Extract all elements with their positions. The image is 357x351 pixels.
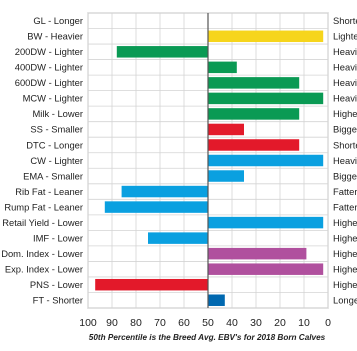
bar [208,139,300,151]
right-category-label: Heavier [333,155,357,166]
left-category-label: Rump Fat - Leaner [4,201,83,212]
left-category-label: Retail Yield - Lower [2,217,83,228]
footnote: 50th Percentile is the Breed Avg. EBV's … [89,333,326,342]
bar [208,61,237,74]
x-tick-labels: 100 90 80 70 60 50 40 30 20 10 0 [79,317,331,329]
bar [208,77,300,89]
left-category-label: SS - Smaller [30,124,83,135]
left-category-label: BW - Heavier [27,31,83,42]
right-labels: Shorter Lighter Heavier Heavier Heavier Heavi… [333,15,357,305]
right-category-label: Heavier [333,93,357,104]
left-category-label: 200DW - Lighter [15,46,83,57]
right-category-label: Higher [333,232,357,243]
bar [208,170,244,182]
bar [208,263,324,275]
right-category-label: Shorter [333,139,357,150]
left-category-label: PNS - Lower [30,279,83,290]
right-category-label: Shorter [333,15,357,26]
x-tick-label: 10 [298,317,310,329]
right-category-label: Higher [333,108,357,119]
left-category-label: IMF - Lower [33,232,83,243]
left-labels: GL - Longer BW - Heavier 200DW - Lighter 40… [1,15,83,305]
left-category-label: EMA - Smaller [23,170,83,181]
left-category-label: Dom. Index - Lower [1,248,83,259]
bar [148,232,208,244]
bar [95,278,208,291]
x-tick-label: 50 [202,317,214,329]
left-category-label: FT - Shorter [33,295,83,306]
right-category-label: Bigger [333,124,357,135]
right-category-label: Higher [333,217,357,228]
left-category-label: CW - Lighter [30,155,83,166]
right-category-label: Higher [333,248,357,259]
left-category-label: Milk - Lower [32,108,83,119]
bar [121,185,208,198]
x-tick-label: 80 [130,317,142,329]
bar [116,46,208,58]
bar [208,216,324,229]
right-category-label: Bigger [333,170,357,181]
left-category-label: DTC - Longer [26,139,83,150]
right-category-label: Heavier [333,77,357,88]
x-tick-label: 100 [79,317,97,329]
right-category-label: Heavier [333,46,357,57]
x-tick-label: 70 [154,317,166,329]
bars [95,13,324,308]
right-category-label: Lighter [333,31,357,42]
bar [208,154,324,167]
bar [208,294,225,306]
x-tick-label: 0 [325,317,331,329]
right-category-label: Higher [333,279,357,290]
x-tick-label: 60 [178,317,190,329]
bar [208,247,307,260]
x-tick-label: 20 [274,317,286,329]
right-category-label: Higher [333,263,357,274]
bar [208,92,324,105]
left-category-label: MCW - Lighter [23,93,83,104]
right-category-label: Heavier [333,62,357,73]
left-category-label: Rib Fat - Leaner [15,186,83,197]
bar [104,201,208,213]
x-tick-label: 30 [250,317,262,329]
right-category-label: Fatter [333,186,357,197]
left-category-label: GL - Longer [33,15,83,26]
right-category-label: Longer [333,295,357,306]
bar [208,108,300,120]
left-category-label: 400DW - Lighter [15,62,83,73]
left-category-label: 600DW - Lighter [15,77,83,88]
x-tick-label: 90 [106,317,118,329]
left-category-label: Exp. Index - Lower [5,263,83,274]
bar [208,30,324,43]
right-category-label: Fatter [333,201,357,212]
bar [208,123,244,136]
x-tick-label: 40 [226,317,238,329]
